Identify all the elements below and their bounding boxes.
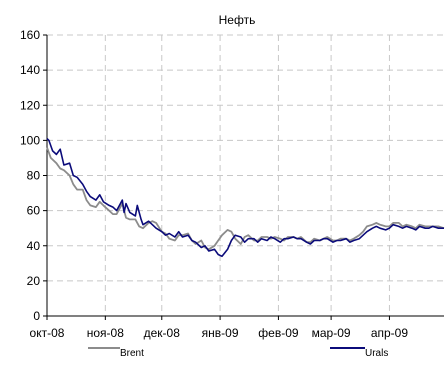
x-tick-label: дек-08	[144, 326, 181, 340]
x-tick-label: апр-09	[371, 326, 409, 340]
x-tick-label: окт-08	[30, 326, 65, 340]
series-line-urals	[46, 138, 444, 258]
grid-lines	[47, 34, 444, 316]
series-lines	[46, 138, 445, 258]
y-tick-label: 160	[20, 28, 40, 42]
y-tick-label: 140	[20, 63, 40, 77]
x-tick-label: фев-09	[258, 326, 299, 340]
x-tick-label: янв-09	[202, 326, 239, 340]
y-tick-label: 60	[27, 204, 41, 218]
legend-label-urals: Urals	[365, 348, 388, 359]
x-tick-label: мар-09	[312, 326, 351, 340]
y-tick-label: 100	[20, 133, 40, 147]
y-tick-label: 0	[33, 309, 40, 323]
y-tick-label: 20	[27, 274, 41, 288]
axes	[43, 34, 444, 320]
y-tick-label: 40	[27, 239, 41, 253]
chart-title: Нефть	[219, 13, 256, 27]
legend-label-brent: Brent	[120, 348, 144, 359]
series-line-brent	[46, 147, 445, 251]
x-tick-label: ноя-08	[87, 326, 124, 340]
legend: Brent Urals	[88, 347, 388, 359]
y-tick-label: 80	[27, 169, 41, 183]
y-axis-ticks: 0 20 40 60 80 100 120 140 160	[20, 28, 40, 323]
x-axis-ticks: окт-08 ноя-08 дек-08 янв-09 фев-09 мар-09 апр-…	[30, 326, 409, 340]
y-tick-label: 120	[20, 98, 40, 112]
